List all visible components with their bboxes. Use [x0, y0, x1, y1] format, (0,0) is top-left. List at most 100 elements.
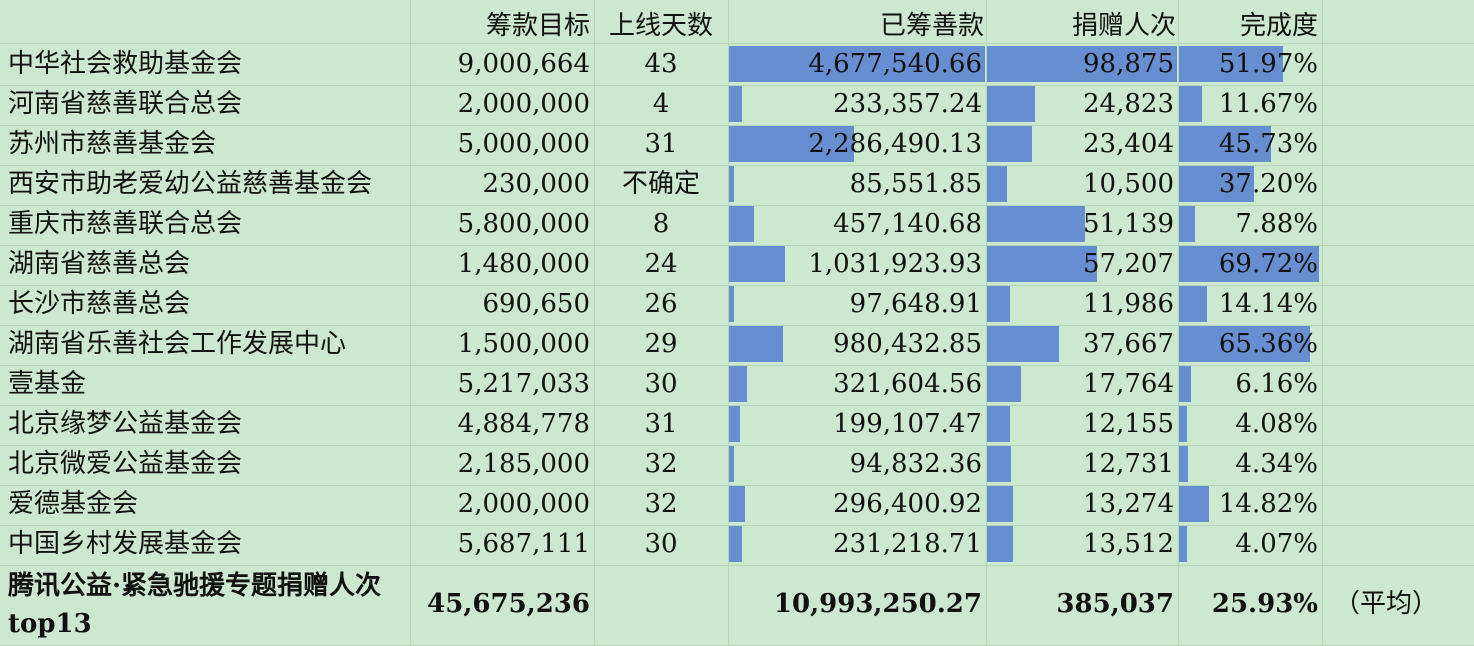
raised-value: 233,357.24: [833, 89, 982, 119]
donors-bar: [987, 326, 1059, 362]
target-value: 1,480,000: [457, 249, 590, 279]
grid-line: [0, 85, 1474, 86]
raised-value: 4,677,540.66: [808, 49, 982, 79]
days-value: 43: [644, 49, 678, 79]
raised-value: 199,107.47: [833, 409, 982, 439]
total-raised: 10,993,250.27: [773, 589, 982, 619]
days-value: 26: [644, 289, 678, 319]
rate-value: 6.16%: [1235, 369, 1318, 399]
days-value: 30: [644, 529, 678, 559]
org-name: 湖南省慈善总会: [8, 249, 191, 279]
grid-line: [0, 205, 1474, 206]
rate-bar: [1179, 366, 1191, 402]
raised-value: 321,604.56: [833, 369, 982, 399]
org-name: 河南省慈善联合总会: [8, 89, 243, 119]
donors-value: 37,667: [1083, 329, 1174, 359]
org-name: 北京缘梦公益基金会: [8, 409, 243, 439]
donors-value: 12,155: [1083, 409, 1174, 439]
header-donors: 捐赠人次: [1071, 11, 1176, 41]
rate-value: 65.36%: [1218, 329, 1318, 359]
grid-line: [0, 245, 1474, 246]
grid-line: [986, 0, 987, 646]
donors-bar: [987, 286, 1010, 322]
raised-value: 296,400.92: [833, 489, 982, 519]
rate-value: 45.73%: [1218, 129, 1318, 159]
target-value: 4,884,778: [457, 409, 590, 439]
rate-bar: [1179, 326, 1310, 362]
days-value: 31: [644, 129, 678, 159]
target-value: 5,217,033: [457, 369, 590, 399]
donors-value: 17,764: [1083, 369, 1174, 399]
rate-bar: [1179, 86, 1202, 122]
raised-value: 980,432.85: [833, 329, 982, 359]
rate-bar: [1179, 126, 1271, 162]
grid-line: [0, 165, 1474, 166]
donors-value: 23,404: [1083, 129, 1174, 159]
org-name: 长沙市慈善总会: [8, 289, 191, 319]
rate-value: 69.72%: [1218, 249, 1318, 279]
rate-bar: [1179, 486, 1209, 522]
target-value: 1,500,000: [457, 329, 590, 359]
rate-bar: [1179, 446, 1188, 482]
rate-value: 37.20%: [1218, 169, 1318, 199]
grid-line: [0, 325, 1474, 326]
raised-bar: [729, 326, 783, 362]
days-value: 30: [644, 369, 678, 399]
raised-bar: [729, 86, 742, 122]
rate-bar: [1179, 246, 1319, 282]
grid-line: [410, 0, 411, 646]
days-value: 8: [652, 209, 670, 239]
donors-bar: [987, 526, 1013, 562]
donors-bar: [987, 486, 1013, 522]
org-name: 壹基金: [8, 369, 87, 399]
rate-value: 4.08%: [1235, 409, 1318, 439]
rate-value: 4.07%: [1235, 529, 1318, 559]
raised-bar: [729, 446, 734, 482]
days-value: 4: [652, 89, 670, 119]
rate-bar: [1179, 46, 1283, 82]
target-value: 2,185,000: [457, 449, 590, 479]
raised-bar: [729, 366, 747, 402]
grid-line: [0, 125, 1474, 126]
raised-bar: [729, 486, 745, 522]
target-value: 690,650: [482, 289, 590, 319]
raised-value: 1,031,923.93: [808, 249, 982, 279]
donors-bar: [987, 46, 1177, 82]
rate-bar: [1179, 166, 1254, 202]
rate-bar: [1179, 406, 1187, 442]
raised-value: 94,832.36: [849, 449, 982, 479]
days-value: 32: [644, 449, 678, 479]
org-name: 北京微爱公益基金会: [8, 449, 243, 479]
grid-line: [728, 0, 729, 646]
total-donors: 385,037: [1056, 589, 1174, 619]
org-name: 中国乡村发展基金会: [8, 529, 243, 559]
target-value: 2,000,000: [457, 489, 590, 519]
grid-line: [0, 485, 1474, 486]
donors-bar: [987, 166, 1007, 202]
total-note: （平均）: [1334, 589, 1439, 619]
org-name: 爱德基金会: [8, 489, 139, 519]
rate-value: 7.88%: [1235, 209, 1318, 239]
header-days: 上线天数: [608, 11, 713, 41]
target-value: 9,000,664: [457, 49, 590, 79]
donors-value: 57,207: [1083, 249, 1174, 279]
grid-line: [0, 365, 1474, 366]
raised-value: 231,218.71: [833, 529, 982, 559]
donors-bar: [987, 366, 1021, 402]
donors-bar: [987, 406, 1010, 442]
raised-bar: [729, 406, 740, 442]
raised-value: 85,551.85: [849, 169, 982, 199]
grid-line: [0, 445, 1474, 446]
grid-line: [594, 0, 595, 646]
grid-line: [0, 285, 1474, 286]
target-value: 5,687,111: [457, 529, 590, 559]
raised-value: 2,286,490.13: [808, 129, 982, 159]
rate-value: 14.82%: [1218, 489, 1318, 519]
donors-value: 24,823: [1083, 89, 1174, 119]
raised-value: 97,648.91: [849, 289, 982, 319]
rate-bar: [1179, 206, 1195, 242]
donors-value: 11,986: [1083, 289, 1174, 319]
raised-bar: [729, 126, 854, 162]
raised-bar: [729, 246, 785, 282]
total-label: 腾讯公益·紧急驰援专题捐赠人次top13: [8, 571, 382, 639]
